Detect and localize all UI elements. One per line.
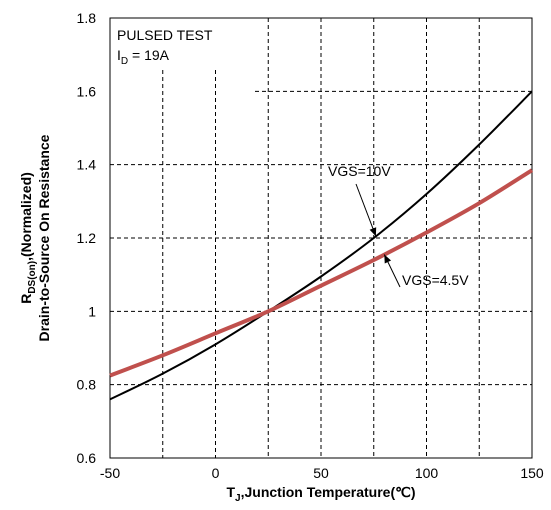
y-tick-label-4: 1.4 [77, 157, 97, 173]
gridlines [110, 18, 532, 458]
annotation-label-0: VGS=10V [328, 163, 391, 179]
y-tick-label-3: 1.2 [77, 230, 97, 246]
annotation-arrow-0 [355, 183, 377, 237]
annotation-label-1: VGS=4.5V [402, 272, 469, 288]
y-tick-label-1: 0.8 [77, 377, 97, 393]
y-tick-labels: 0.6 0.8 1 1.2 1.4 1.6 1.8 [77, 10, 97, 466]
y-tick-label-0: 0.6 [77, 450, 97, 466]
y-tick-label-5: 1.6 [77, 83, 97, 99]
annotations: VGS=10V VGS=4.5V [328, 163, 469, 288]
x-tick-label-1: 0 [212, 465, 220, 481]
x-tick-label-2: 50 [313, 465, 329, 481]
annotation-arrowhead-0 [369, 227, 377, 237]
test-box-line2: ID = 19A [117, 47, 170, 67]
y-tick-label-2: 1 [88, 303, 96, 319]
y-tick-label-6: 1.8 [77, 10, 97, 26]
x-tick-labels: -50 0 50 100 150 [100, 465, 544, 481]
series-line-1 [109, 168, 534, 378]
plot-frame [109, 17, 533, 459]
y-axis-title-line2: Drain-to-Source On Resistance [36, 134, 52, 341]
x-tick-label-3: 100 [415, 465, 439, 481]
x-tick-label-4: 150 [520, 465, 544, 481]
x-tick-label-0: -50 [100, 465, 120, 481]
annotation-arrowhead-1 [384, 254, 392, 264]
series-lines [109, 90, 534, 401]
series-line-0 [109, 90, 533, 401]
x-axis-title: TJ,Junction Temperature(℃) [226, 484, 415, 504]
test-box-line1: PULSED TEST [117, 27, 213, 43]
y-axis-title-line1: RDS(on),(Normalized) [18, 172, 38, 304]
